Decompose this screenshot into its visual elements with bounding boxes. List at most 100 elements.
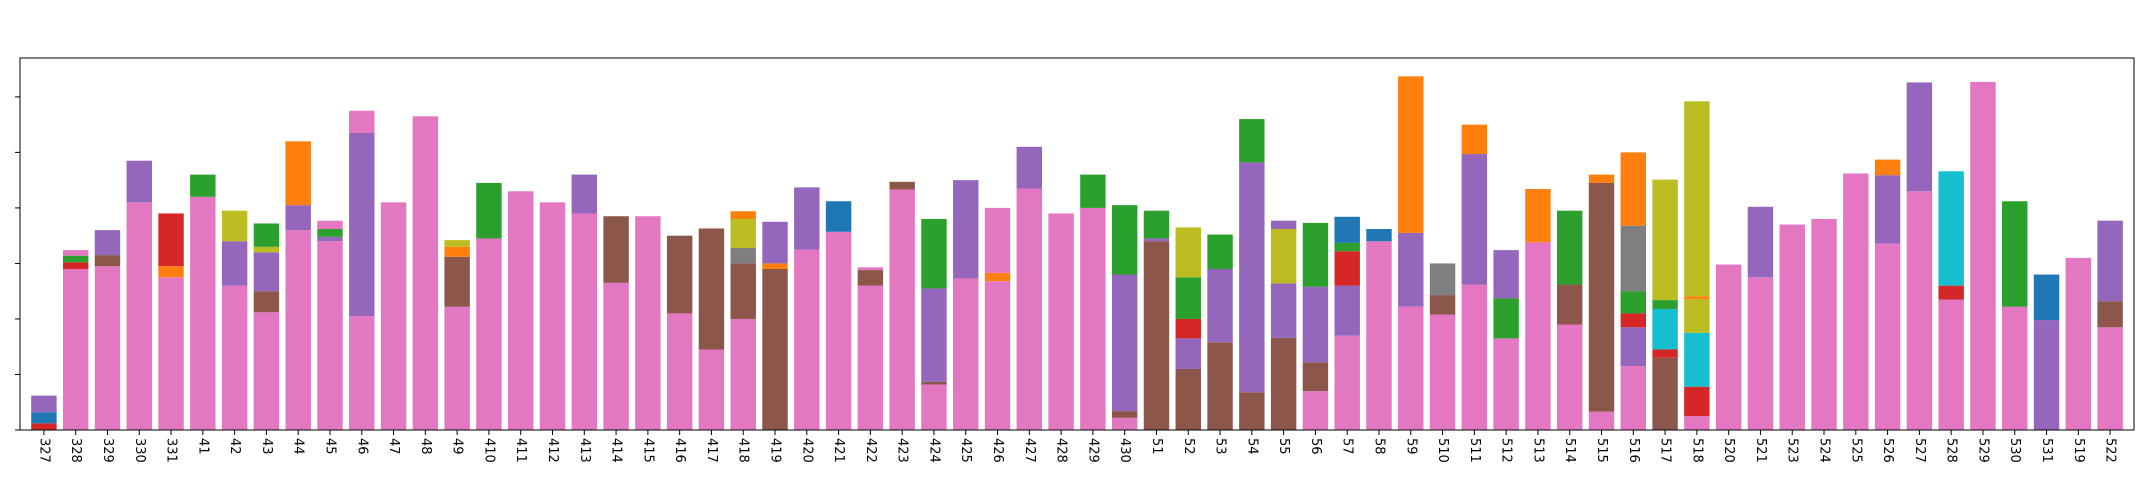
bar-segment [1684, 386, 1710, 417]
bar-segment [2097, 301, 2123, 328]
bar-segment [1843, 173, 1869, 430]
bar-segment [1429, 295, 1456, 315]
bar-segment [1461, 154, 1488, 285]
x-tick-label: 422 [863, 438, 878, 463]
bar-segment [1302, 222, 1329, 287]
bar-segment [1874, 175, 1901, 244]
bar-segment [317, 236, 343, 242]
x-tick-label: 413 [577, 438, 592, 463]
bar-segment [1175, 318, 1201, 339]
bar-segment [1429, 263, 1456, 296]
bar-segment [476, 238, 502, 430]
bar-segment [94, 255, 121, 267]
x-tick-label: 418 [736, 438, 751, 463]
x-tick-label: 421 [831, 438, 846, 463]
x-tick-label: 430 [1117, 438, 1132, 463]
bar-segment [1334, 285, 1360, 336]
x-tick-label: 415 [640, 438, 655, 463]
bar-segment [1747, 206, 1774, 278]
x-tick-label: 327 [36, 438, 51, 463]
bar-segment [1143, 241, 1170, 430]
bar-segment [158, 213, 184, 267]
bar-segment [2097, 220, 2123, 302]
bar-segment [1811, 219, 1837, 430]
x-tick-label: 328 [68, 438, 83, 463]
x-tick-label: 517 [1658, 438, 1673, 463]
bar-segment [730, 211, 756, 220]
bar-segment [317, 229, 343, 237]
x-tick-label: 513 [1530, 438, 1545, 463]
bar-segment [1652, 349, 1678, 358]
x-tick-label: 54 [1244, 438, 1259, 455]
x-tick-label: 528 [1944, 438, 1959, 463]
bar-segment [190, 174, 216, 197]
bar-segment [953, 278, 979, 430]
bar-segment [1556, 284, 1583, 325]
bar-segment [1620, 291, 1647, 314]
bar-segment [1874, 243, 1901, 430]
bar-segment [857, 270, 884, 286]
bar-segment [1493, 298, 1519, 335]
bar-segment [1239, 392, 1265, 430]
bar-segment [2033, 320, 2060, 430]
bar-segment [1239, 162, 1265, 393]
x-tick-label: 519 [2071, 438, 2086, 463]
bar-segment [253, 223, 280, 247]
bar-segment [1684, 416, 1710, 430]
bar-segment [380, 202, 407, 430]
bar-segment [1493, 334, 1519, 339]
bar-segment [62, 262, 89, 269]
bar-segment [1620, 366, 1647, 430]
bar-segment [2002, 201, 2028, 307]
bar-segment [762, 263, 788, 269]
bar-segment [921, 288, 947, 382]
bar-segment [1111, 205, 1138, 275]
bar-segment [1938, 171, 1964, 286]
bar-segment [1906, 191, 1933, 430]
bar-segment [158, 266, 184, 278]
bar-segment [1493, 250, 1519, 299]
bar-segment [1207, 268, 1233, 343]
bar-segment [1970, 81, 1996, 430]
bar-segment [1684, 296, 1710, 299]
x-tick-label: 59 [1403, 438, 1418, 455]
bar-segment [762, 268, 788, 430]
x-tick-label: 410 [481, 438, 496, 463]
x-tick-label: 41 [195, 438, 210, 455]
bar-segment [126, 202, 152, 430]
bar-segment [349, 316, 375, 430]
bar-segment [1620, 225, 1647, 292]
bar-segment [1207, 342, 1233, 430]
bar-segment [953, 180, 979, 279]
bar-segment [730, 247, 756, 264]
bars [31, 76, 2123, 430]
bar-segment [1461, 284, 1488, 430]
bar-segment [2033, 274, 2060, 321]
bar-segment [1938, 299, 1964, 430]
bar-segment [253, 312, 280, 430]
bar-segment [1652, 179, 1678, 301]
bar-segment [1398, 306, 1424, 430]
bar-segment [1175, 227, 1201, 278]
bar-segment [984, 207, 1011, 273]
x-tick-label: 49 [450, 438, 465, 455]
x-tick-label: 524 [1817, 438, 1832, 463]
x-tick-label: 45 [322, 438, 337, 455]
bar-segment [1175, 338, 1201, 369]
bar-segment [825, 231, 852, 430]
bar-segment [984, 272, 1011, 282]
bar-segment [603, 216, 629, 283]
bar-segment [1493, 338, 1519, 430]
x-tick-label: 420 [799, 438, 814, 463]
x-tick-label: 515 [1594, 438, 1609, 463]
bar-segment [1334, 251, 1360, 286]
x-tick-label: 522 [2103, 438, 2118, 463]
x-tick-label: 424 [926, 438, 941, 463]
bar-segment [1143, 210, 1170, 239]
bar-segment [1111, 274, 1138, 412]
x-tick-label: 429 [1085, 438, 1100, 463]
bar-segment [1588, 174, 1615, 183]
bar-segment [126, 160, 152, 203]
bar-segment [1366, 229, 1392, 242]
bar-segment [1207, 234, 1233, 269]
